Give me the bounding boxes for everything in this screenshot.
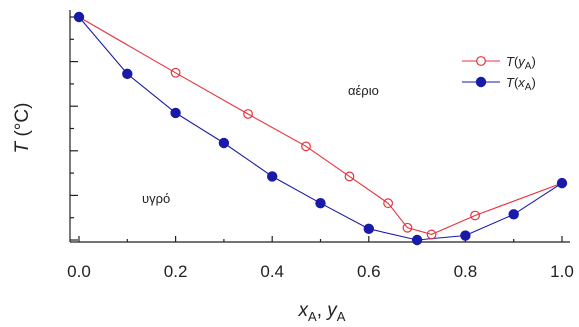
x-tick-label: 0.0 [67, 262, 91, 281]
series-line-ya [78, 16, 563, 235]
x-tick-label: 1.0 [550, 262, 574, 281]
axes: 0.0 0.2 0.4 0.6 0.8 1.0 [67, 10, 574, 281]
data-point-xa [315, 198, 326, 209]
data-point-xa [508, 209, 519, 220]
legend-marker-xa [475, 76, 487, 88]
data-point-xa [460, 230, 471, 241]
y-axis-title: T (°C) [12, 103, 33, 154]
data-point-xa [73, 11, 85, 23]
data-point-ya [301, 141, 311, 152]
data-point-xa [267, 171, 278, 182]
legend-label-xa: T(xA) [506, 75, 536, 93]
data-point-ya [243, 109, 253, 119]
x-tick-label: 0.6 [357, 262, 381, 281]
series-markers [73, 11, 568, 246]
data-point-xa [122, 68, 133, 80]
legend-label-ya: T(yA) [506, 54, 536, 72]
legend-marker-ya [476, 56, 486, 66]
x-axis-title: xA, yA [298, 300, 346, 322]
legend: T(yA) T(xA) [462, 54, 536, 93]
data-point-ya [470, 210, 480, 221]
x-tick-label: 0.8 [454, 262, 478, 281]
data-point-xa [363, 223, 374, 235]
x-tick-label: 0.2 [164, 262, 188, 281]
region-label-vapor: αέριο [348, 83, 379, 98]
region-label-liquid: υγρό [142, 191, 170, 206]
data-point-xa [170, 107, 181, 119]
data-point-ya [383, 198, 394, 209]
x-tick-label: 0.4 [260, 262, 284, 281]
data-point-xa [218, 137, 230, 149]
data-point-ya [402, 222, 413, 233]
data-point-ya [426, 229, 437, 240]
data-point-xa [411, 234, 423, 246]
data-point-xa [556, 177, 568, 189]
chart-labels: αέριο υγρό T (°C) xA, yA [12, 83, 379, 324]
data-point-ya [170, 67, 181, 78]
data-point-ya [344, 171, 355, 182]
